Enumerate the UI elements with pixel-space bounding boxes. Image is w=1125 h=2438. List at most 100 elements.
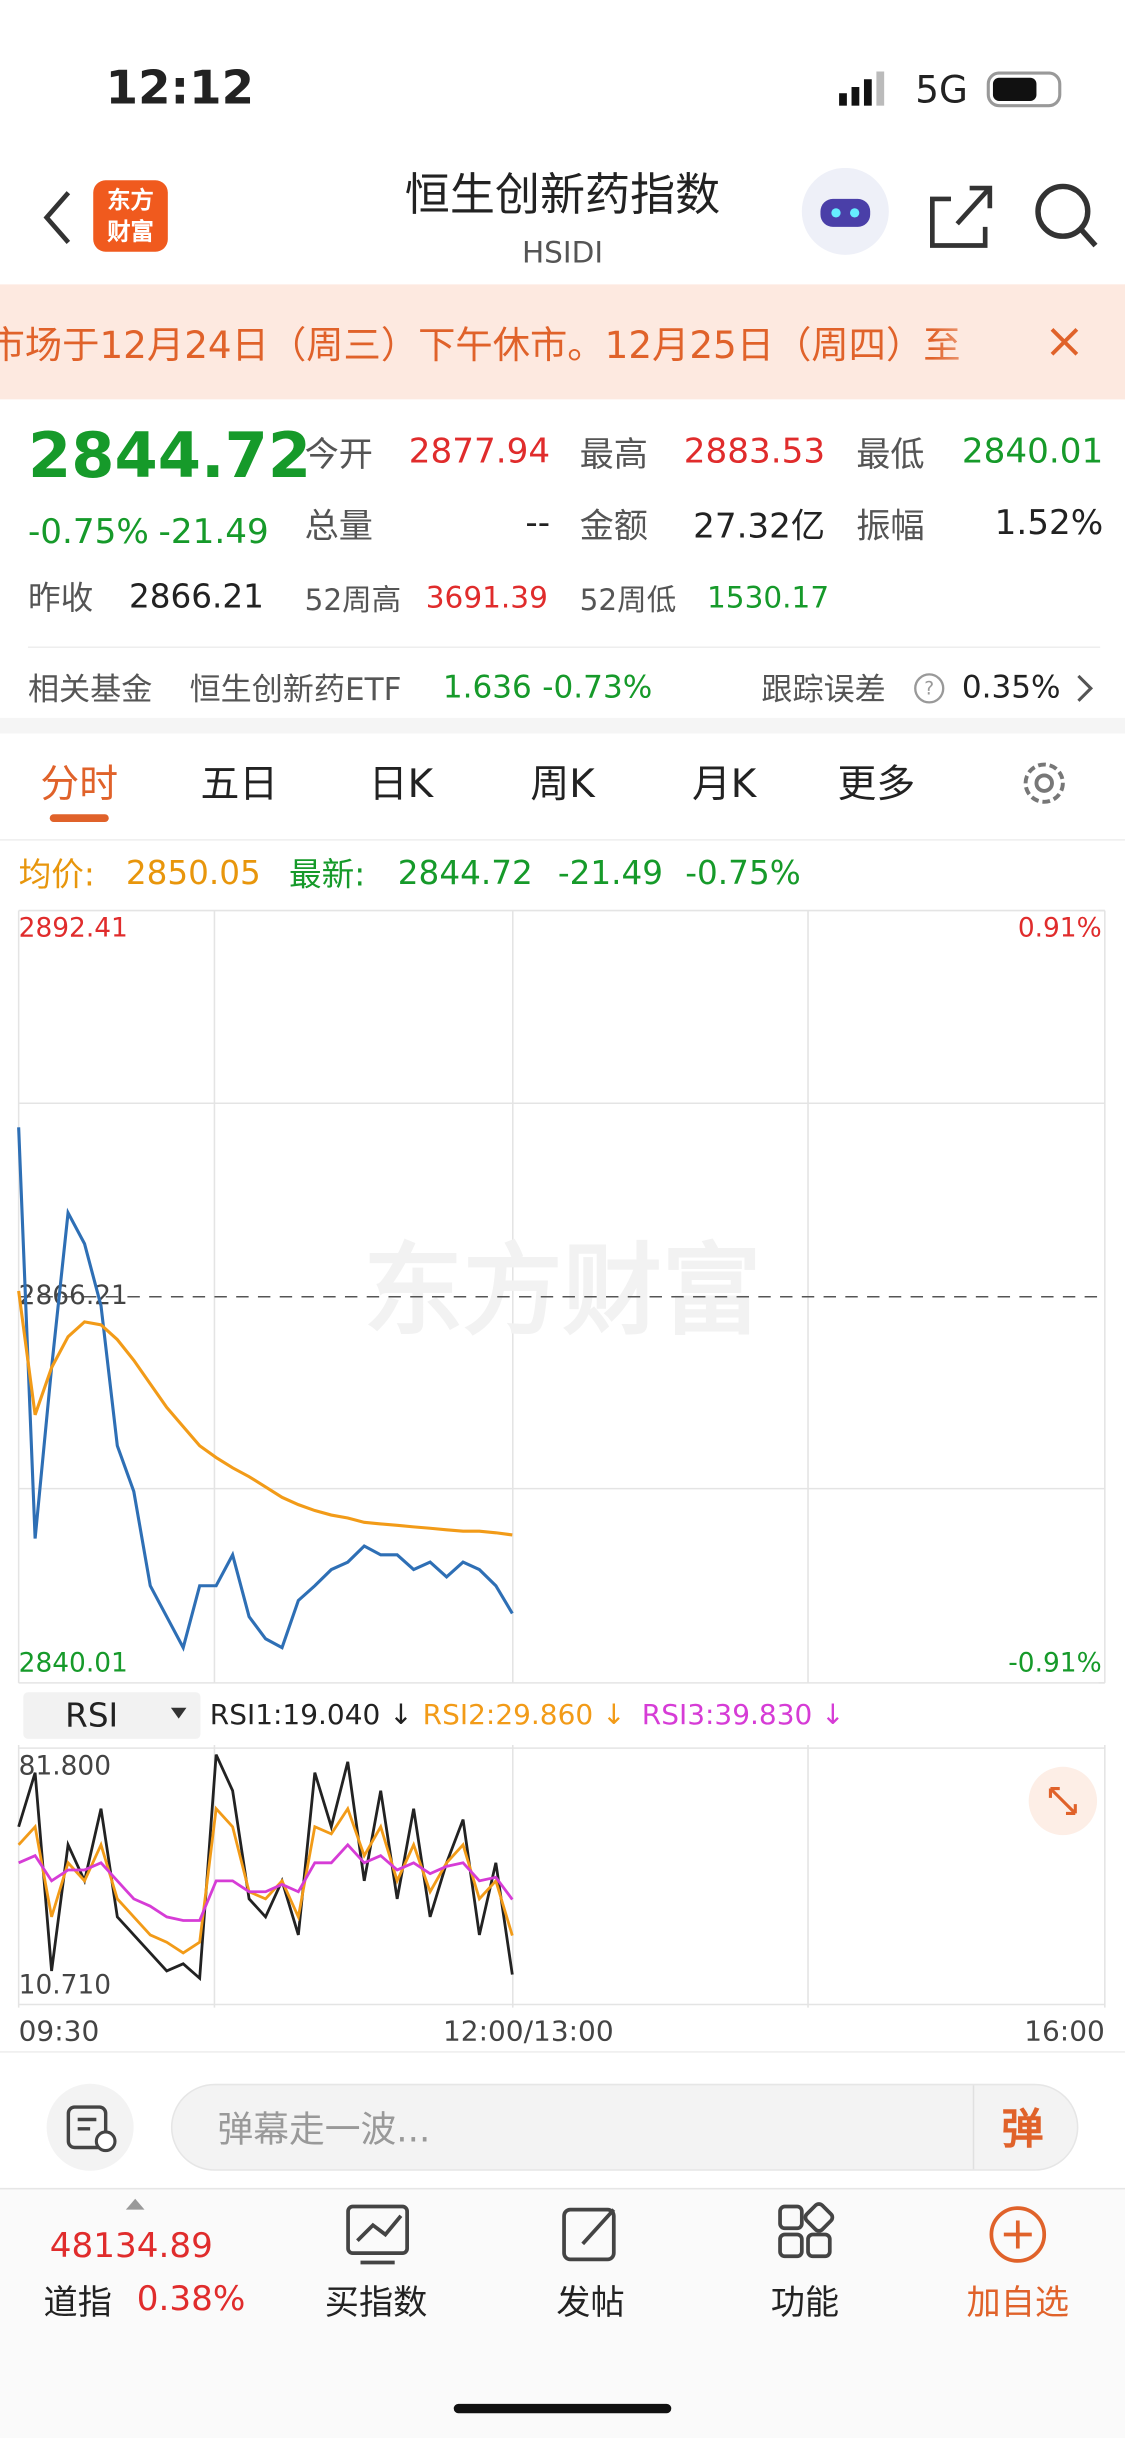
watermark: 东方财富	[364, 1234, 762, 1349]
field-value: 1.52%	[994, 504, 1104, 544]
expand-button[interactable]	[1028, 1766, 1098, 1836]
tab-indicator	[49, 814, 109, 823]
svg-text:?: ?	[924, 679, 934, 700]
status-network: 5G	[915, 68, 968, 112]
y2-tick-label: 0.91%	[1018, 913, 1102, 944]
comment-list-icon	[66, 2105, 117, 2153]
index-change: 0.38%	[136, 2280, 246, 2320]
series-line	[17, 1290, 513, 1537]
tracking-label: 跟踪误差	[761, 670, 886, 708]
series-line	[17, 1754, 514, 1982]
notice-text: 市场于12月24日（周三）下午休市。12月25日（周四）至	[0, 323, 961, 368]
rsi-legend: RSI2:29.860 ↓	[422, 1699, 626, 1732]
tab[interactable]: 五日	[200, 761, 279, 807]
logo-text: 财富	[107, 217, 154, 246]
change-pct: -0.75%	[27, 513, 149, 553]
tab[interactable]: 月K	[691, 761, 757, 807]
back-button[interactable]	[37, 186, 84, 248]
y2-tick-label: -0.91%	[1008, 1648, 1101, 1679]
rsi-legend: RSI1:19.040 ↓	[209, 1699, 413, 1732]
latest-label: 最新:	[289, 856, 366, 894]
latest-change: -21.49	[557, 854, 664, 892]
x-tick-label: 09:30	[19, 2015, 100, 2048]
indicator-name: RSI	[65, 1696, 119, 1735]
nav-icons	[346, 2202, 1047, 2265]
tab[interactable]: 分时	[40, 761, 119, 807]
y-tick-label: 2892.41	[19, 913, 128, 944]
chart-frame	[17, 910, 1106, 2008]
field-value: 2883.53	[683, 432, 826, 472]
y-tick-label: 2840.01	[19, 1648, 128, 1679]
avg-value: 2850.05	[125, 854, 261, 892]
field-label: 52周高	[304, 583, 402, 618]
y-tick-label: 10.710	[19, 1969, 111, 2000]
comment-list-button[interactable]	[46, 2083, 134, 2171]
fund-price: 1.636	[442, 668, 532, 706]
field-value: 2840.01	[961, 432, 1104, 472]
field-label: 金额	[579, 508, 649, 547]
dropdown-arrow	[170, 1707, 187, 1719]
change-abs: -21.49	[158, 513, 269, 553]
status-icons	[839, 71, 1062, 108]
home-indicator	[453, 2403, 672, 2414]
field-label: 最高	[579, 436, 649, 476]
danmaku-button[interactable]: 弹	[1001, 2106, 1044, 2155]
series-line	[17, 1805, 514, 1955]
field-value: 27.32亿	[693, 508, 826, 547]
settings-icon[interactable]	[1016, 755, 1072, 811]
x-tick-label: 12:00/13:00	[443, 2015, 614, 2048]
indicator-select[interactable]	[23, 1692, 201, 1739]
fund-label: 相关基金	[27, 670, 153, 708]
field-label: 总量	[304, 508, 373, 547]
field-value: 2877.94	[408, 432, 551, 472]
x-tick-label: 16:00	[1024, 2015, 1105, 2048]
y-tick-label: 2866.21	[19, 1280, 128, 1311]
latest-value: 2844.72	[397, 854, 533, 892]
comment-input[interactable]	[170, 2083, 1079, 2171]
index-value[interactable]: 48134.89	[49, 2227, 213, 2267]
last-price: 2844.72	[27, 421, 312, 493]
series-line	[17, 1127, 514, 1652]
tab[interactable]: 日K	[368, 761, 434, 807]
index-arrow	[125, 2198, 145, 2210]
field-label: 最低	[856, 436, 925, 476]
field-value: 2866.21	[128, 578, 264, 616]
chevron	[1077, 674, 1094, 702]
rsi-legend: RSI3:39.830 ↓	[641, 1699, 845, 1732]
series-line	[18, 1842, 514, 1922]
field-label: 52周低	[579, 583, 677, 618]
fund-name[interactable]: 恒生创新药ETF	[189, 670, 402, 708]
latest-pct: -0.75%	[685, 854, 801, 892]
comment-placeholder: 弹幕走一波...	[217, 2110, 431, 2151]
nav-item[interactable]: 发帖	[556, 2284, 625, 2324]
tracking-value: 0.35%	[961, 668, 1061, 706]
field-value: 1530.17	[707, 581, 830, 616]
search-icon[interactable]	[1035, 183, 1098, 248]
field-label: 今开	[304, 436, 373, 476]
field-value: --	[525, 504, 551, 544]
field-label: 昨收	[27, 579, 94, 617]
index-name: 道指	[43, 2284, 112, 2324]
header-icons	[801, 167, 1098, 255]
nav-item[interactable]: 功能	[770, 2284, 840, 2324]
field-value: 3691.39	[425, 581, 548, 616]
nav-item[interactable]: 加自选	[966, 2284, 1070, 2324]
tab[interactable]: 周K	[530, 761, 595, 807]
fund-change: -0.73%	[542, 668, 653, 706]
help-icon[interactable]: ?	[912, 671, 946, 705]
status-time: 12:12	[105, 61, 255, 116]
notice-close[interactable]	[1049, 326, 1080, 357]
page-title: 恒生创新药指数	[404, 167, 721, 221]
notice-bar[interactable]: 市场于12月24日（周三）下午休市。12月25日（周四）至	[0, 284, 1125, 400]
tab[interactable]: 更多	[837, 761, 916, 807]
app-logo: 东方 财富	[93, 180, 168, 252]
field-label: 振幅	[856, 508, 925, 547]
share-icon[interactable]	[930, 185, 993, 248]
avg-label: 均价:	[18, 856, 95, 894]
nav-item[interactable]: 买指数	[324, 2284, 428, 2324]
page-code: HSIDI	[521, 236, 604, 271]
logo-text: 东方	[107, 186, 154, 215]
